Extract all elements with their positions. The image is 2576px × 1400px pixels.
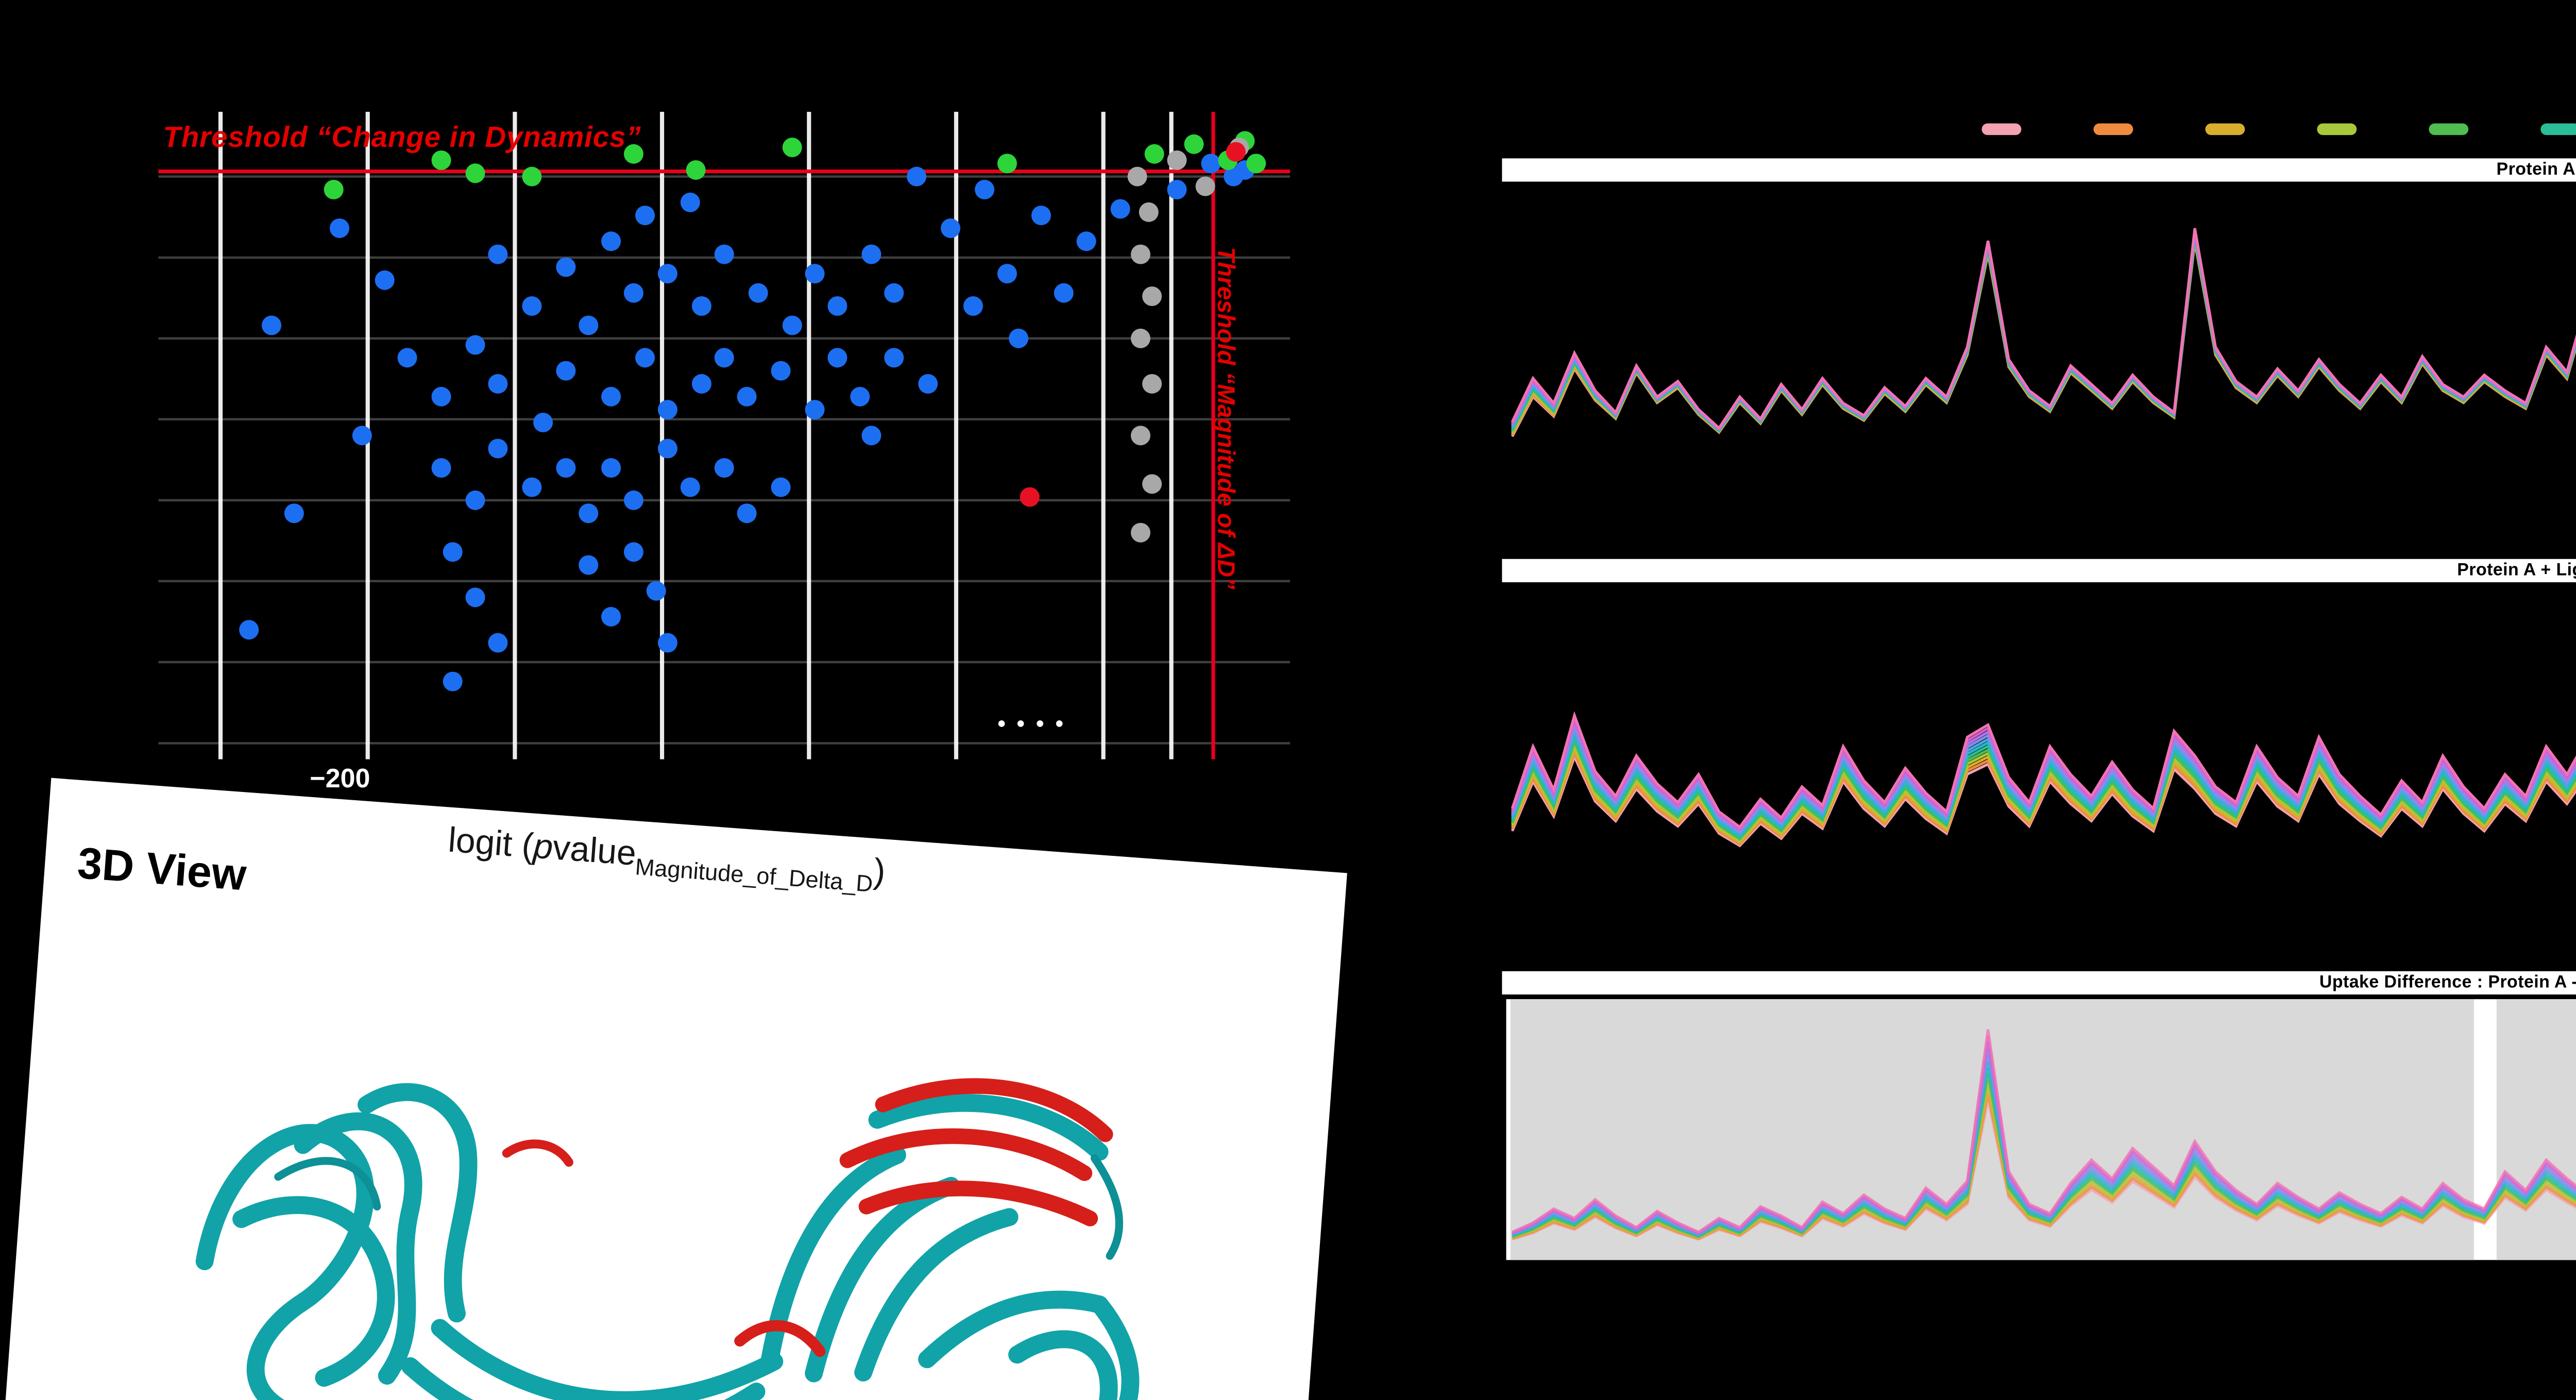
scatter-series-red[interactable]	[1020, 142, 1246, 507]
volcano-threshold-right-label: Threshold “Magnitude of ΔD”	[1211, 247, 1239, 589]
legend-swatch[interactable]	[2429, 123, 2469, 134]
uptake-trace[interactable]	[1511, 228, 2576, 430]
chart-svg-2[interactable]	[1502, 993, 2576, 1273]
legend-swatch[interactable]	[2205, 123, 2245, 134]
uptake-trace[interactable]	[1511, 635, 2576, 832]
uptake-trace[interactable]	[1511, 625, 2576, 828]
uptake-traces	[1511, 625, 2576, 847]
protein-ribbon-teal	[195, 1083, 1140, 1400]
uptake-trace[interactable]	[1511, 657, 2576, 838]
chart-svg-0[interactable]	[1502, 180, 2576, 539]
scatter-series-green[interactable]	[324, 131, 1266, 199]
uptake-trace[interactable]	[1511, 640, 2576, 833]
volcano-threshold-lines	[158, 111, 1291, 760]
uptake-trace[interactable]	[1511, 229, 2576, 430]
volcano-plot-svg[interactable]	[158, 111, 1291, 760]
uptake-traces	[1512, 1028, 2576, 1240]
structure-3d-panel: logit (pvalueMagnitude_of_Delta_D) 3D Vi…	[0, 778, 1347, 1400]
axis-label-p: p	[532, 827, 554, 869]
chart-title-protein-a: Protein A	[1502, 158, 2576, 181]
uptake-trace[interactable]	[1511, 651, 2576, 837]
uptake-trace[interactable]	[1511, 668, 2576, 841]
volcano-x-tick-label: −200	[310, 766, 370, 795]
volcano-x-axis-label: logit (pvalueMagnitude_of_Delta_D)	[446, 821, 887, 900]
uptake-trace[interactable]	[1511, 240, 2576, 437]
legend-swatch[interactable]	[2540, 123, 2576, 134]
volcano-gridlines	[158, 111, 1291, 760]
protein-ribbon-red	[502, 1078, 1113, 1357]
uptake-trace[interactable]	[1512, 1028, 2576, 1240]
legend-swatch[interactable]	[1981, 123, 2022, 134]
chart-title-uptake-difference: Uptake Difference : Protein A - (Protein…	[1502, 971, 2576, 993]
uptake-trace[interactable]	[1511, 227, 2576, 429]
scatter-series-white-marks[interactable]	[998, 720, 1063, 727]
protein-structure[interactable]	[64, 913, 1268, 1400]
uptake-trace[interactable]	[1511, 646, 2576, 835]
uptake-trace[interactable]	[1511, 230, 2576, 430]
chart-svg-1[interactable]	[1502, 581, 2576, 938]
uptake-trace[interactable]	[1511, 662, 2576, 840]
uptake-trace[interactable]	[1511, 630, 2576, 830]
chart-title-protein-a-ligand: Protein A + Ligand	[1502, 559, 2576, 581]
timepoint-legend	[1981, 123, 2576, 134]
volcano-threshold-top-label: Threshold “Change in Dynamics”	[163, 121, 641, 154]
axis-label-pre: logit (	[447, 821, 535, 867]
axis-label-value: value	[551, 829, 638, 875]
legend-swatch[interactable]	[2317, 123, 2357, 134]
axis-label-subscript: Magnitude_of_Delta_D	[634, 856, 874, 899]
legend-swatch[interactable]	[2093, 123, 2133, 134]
scatter-series-blue[interactable]	[239, 154, 1255, 691]
axis-label-close: )	[872, 852, 887, 893]
structure-3d-title: 3D View	[75, 840, 248, 902]
uptake-traces	[1511, 227, 2576, 437]
scatter-series-gray[interactable]	[1127, 138, 1249, 543]
